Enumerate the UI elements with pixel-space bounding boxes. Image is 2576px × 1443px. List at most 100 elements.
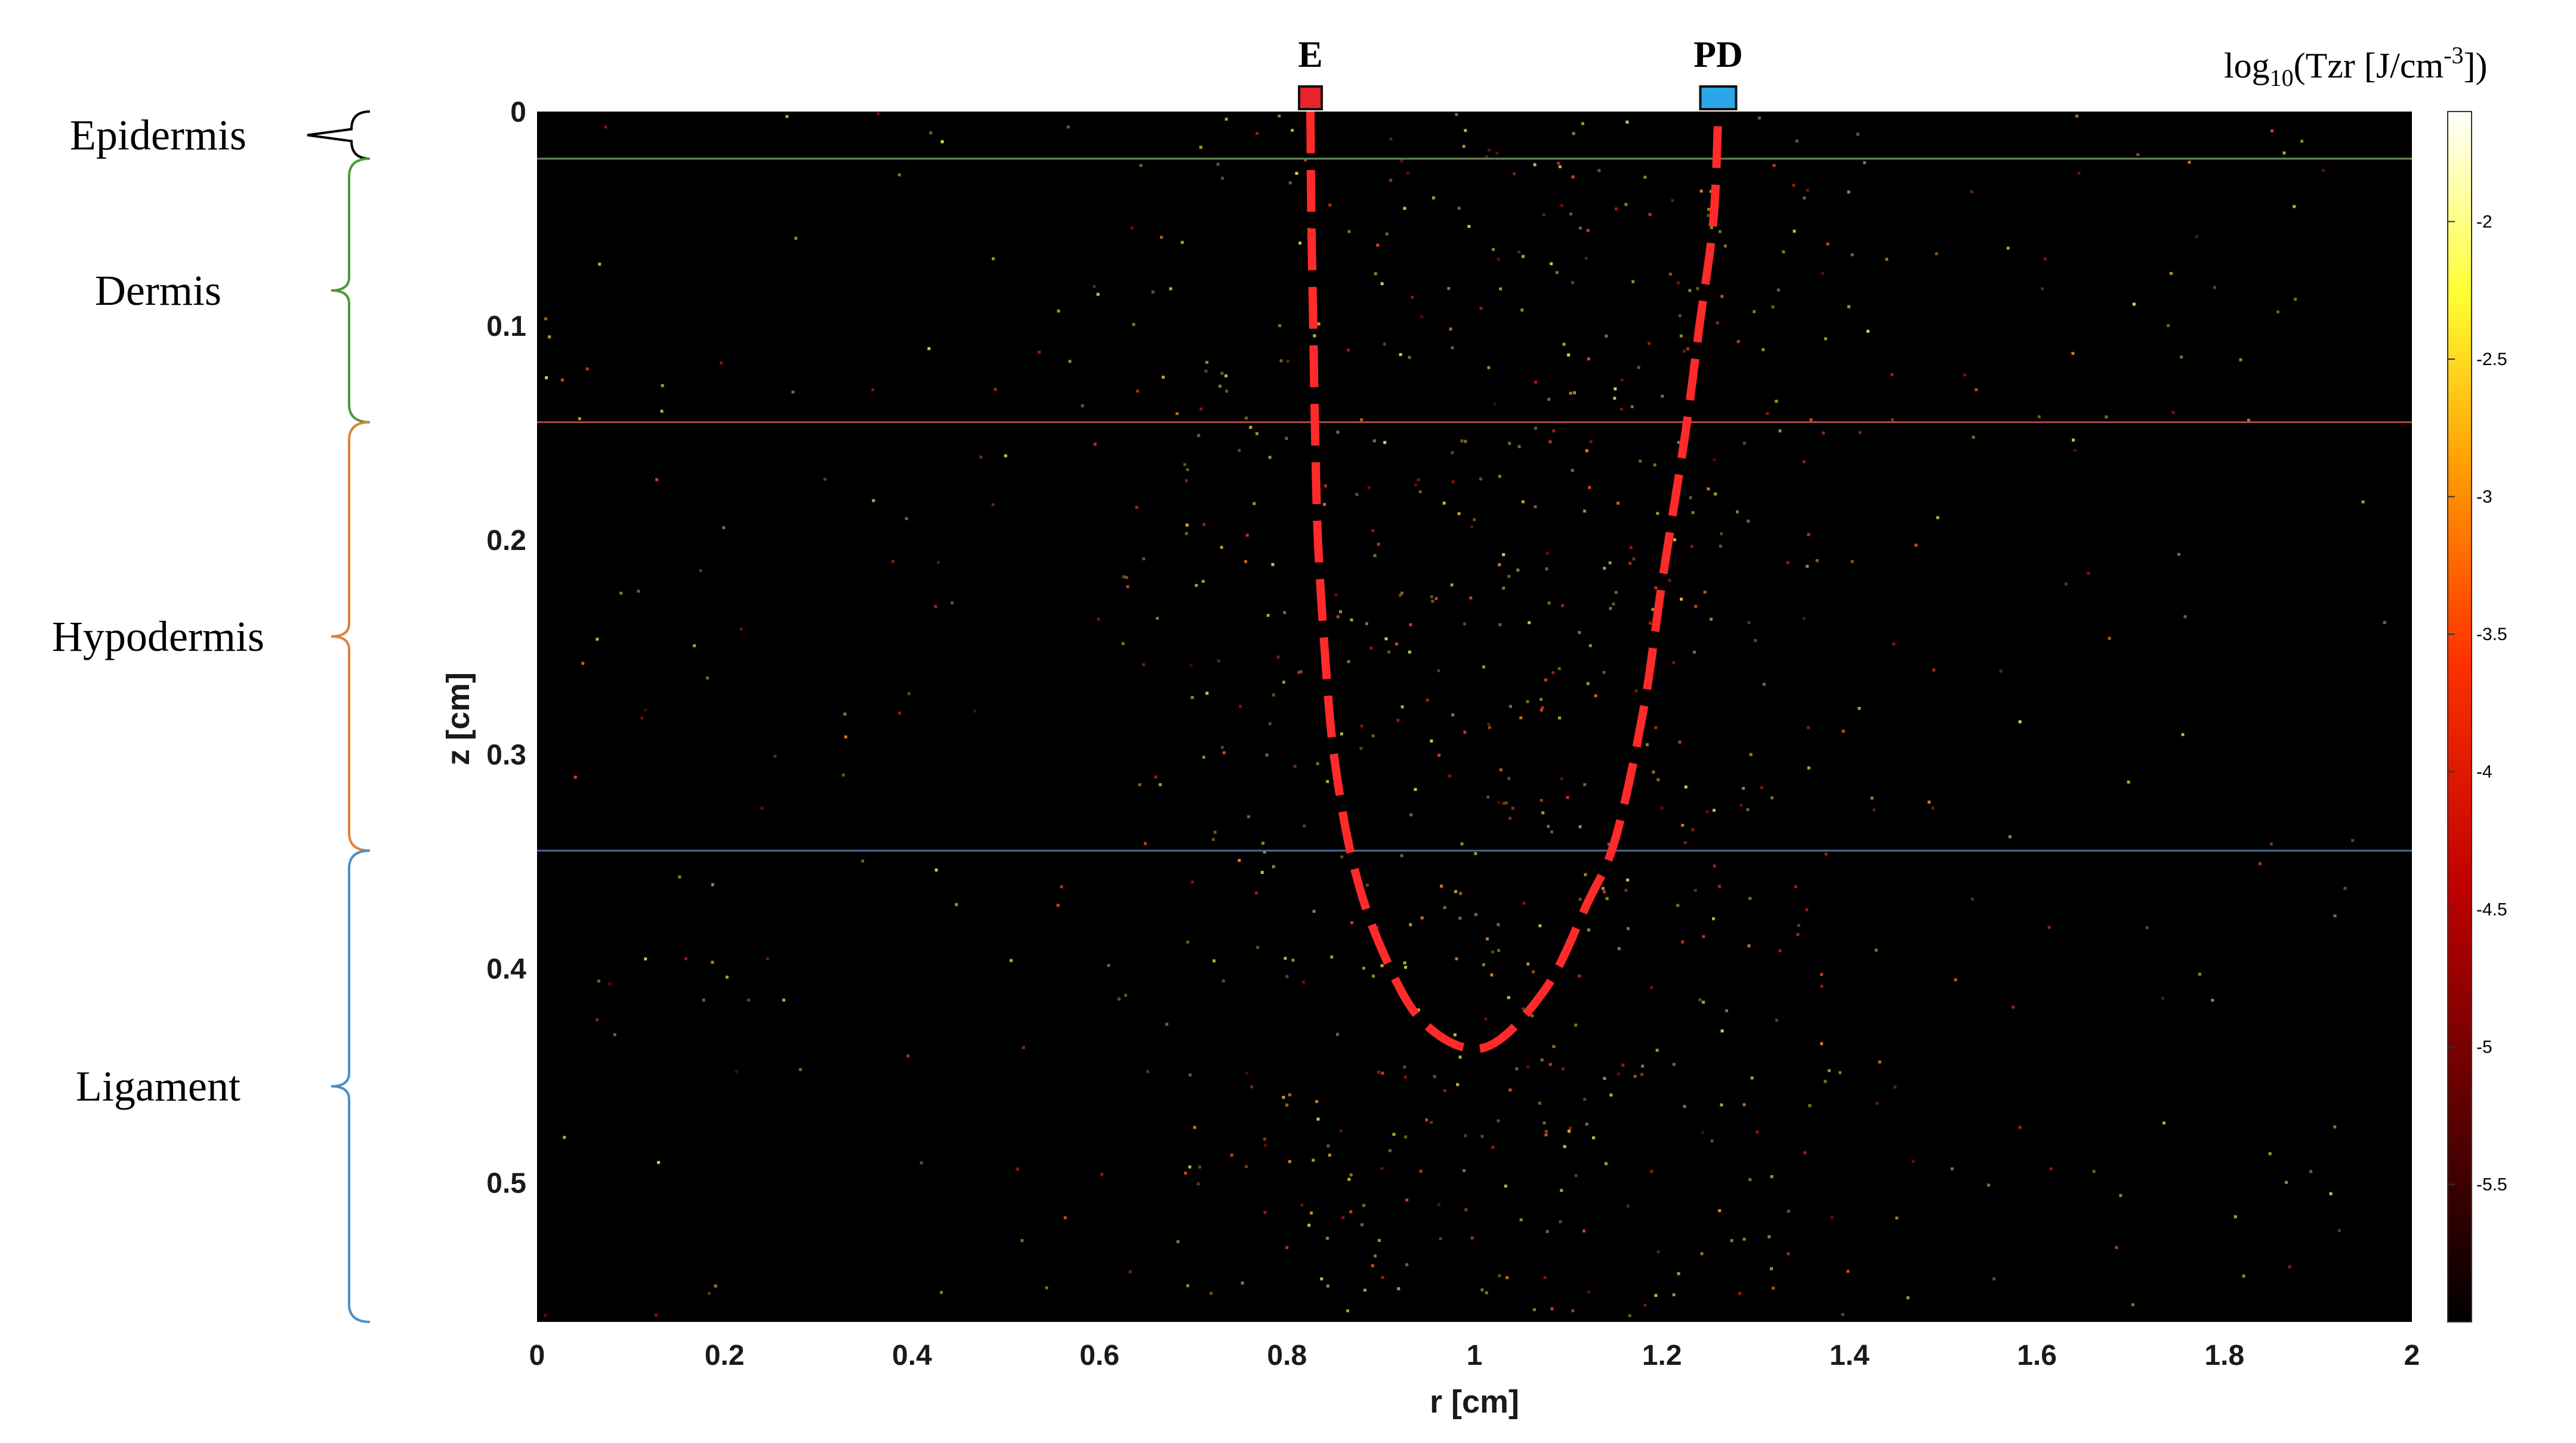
noise-point [1609, 607, 1612, 610]
noise-point [1824, 1080, 1827, 1083]
noise-point [1863, 161, 1867, 165]
noise-point [1060, 885, 1063, 889]
noise-point [1400, 705, 1404, 709]
noise-point [544, 317, 547, 320]
noise-point [1748, 897, 1752, 900]
noise-point [1696, 287, 1699, 291]
colorbar-tick-label: -2.5 [2476, 350, 2507, 369]
noise-point [1519, 716, 1523, 719]
noise-point [1454, 890, 1457, 894]
noise-point [1125, 576, 1128, 579]
noise-point [1911, 1160, 1915, 1163]
noise-point [1698, 998, 1702, 1002]
noise-point [1709, 190, 1713, 193]
noise-point [2233, 1215, 2237, 1219]
noise-point [1362, 1204, 1365, 1207]
noise-point [1648, 342, 1651, 345]
noise-point [1293, 765, 1297, 768]
noise-point [1992, 1277, 1996, 1281]
noise-point [1417, 1008, 1420, 1012]
noise-point [1455, 957, 1458, 960]
noise-point [934, 605, 937, 608]
noise-point [702, 999, 705, 1002]
noise-point [1584, 873, 1587, 876]
noise-point [1513, 172, 1516, 175]
noise-point [1376, 243, 1380, 247]
noise-point [1552, 429, 1556, 432]
colorbar-tick-label: -5.5 [2476, 1175, 2507, 1194]
layer-boundaries [537, 157, 2412, 852]
noise-point [1569, 391, 1572, 395]
noise-point [1365, 883, 1369, 887]
noise-point [1204, 369, 1208, 373]
noise-point [1482, 665, 1485, 669]
noise-point [1470, 1236, 1474, 1240]
noise-point [1447, 287, 1451, 291]
noise-point [1999, 669, 2003, 673]
noise-point [1499, 287, 1503, 291]
colorbar-tick-label: -3.5 [2476, 625, 2507, 644]
noise-point [1754, 639, 1757, 642]
noise-point [1138, 783, 1142, 786]
noise-point [1592, 1136, 1596, 1139]
noise-point [1451, 346, 1454, 350]
noise-point [1408, 650, 1411, 654]
noise-point [711, 960, 714, 964]
noise-point [1563, 1145, 1566, 1148]
noise-point [766, 957, 769, 960]
noise-point [1285, 975, 1289, 978]
noise-point [1389, 178, 1393, 182]
noise-point [1313, 334, 1316, 338]
x-tick-label: 1 [1467, 1340, 1483, 1371]
noise-point [1499, 768, 1503, 771]
noise-point [1963, 373, 1966, 376]
noise-point [1778, 949, 1782, 953]
noise-point [1571, 281, 1574, 285]
noise-point [1403, 206, 1406, 210]
noise-point [1561, 1067, 1565, 1071]
noise-point [1932, 668, 1936, 672]
noise-point [1713, 458, 1716, 462]
noise-point [1693, 650, 1696, 654]
noise-point [1482, 963, 1485, 966]
noise-point [1399, 353, 1402, 356]
noise-point [1464, 1134, 1467, 1138]
noise-point [1220, 546, 1223, 549]
noise-point [1508, 817, 1512, 820]
colorbar-tick-label: -2 [2476, 212, 2492, 231]
noise-point [1681, 940, 1685, 944]
noise-point [1661, 394, 1664, 398]
noise-point [1707, 487, 1710, 491]
noise-point [791, 390, 795, 394]
noise-point [1198, 1165, 1202, 1169]
noise-point [1464, 1208, 1468, 1212]
noise-point [1372, 439, 1376, 443]
noise-point [1255, 132, 1259, 135]
noise-point [1589, 440, 1593, 443]
noise-point [1205, 691, 1209, 695]
noise-point [1702, 1000, 1705, 1004]
noise-point [1485, 937, 1489, 941]
noise-point [1649, 622, 1652, 625]
noise-point [1222, 751, 1226, 755]
noise-point [1330, 955, 1334, 959]
noise-point [1451, 480, 1455, 484]
noise-point [1571, 175, 1575, 179]
noise-point [596, 638, 599, 641]
noise-point [1142, 557, 1146, 561]
noise-point [1569, 1126, 1572, 1130]
noise-point [1409, 623, 1412, 626]
noise-point [578, 417, 581, 421]
colorbar-tick-label: -3 [2476, 487, 2492, 507]
noise-point [1552, 1045, 1556, 1048]
noise-point [1716, 321, 1719, 325]
noise-point [1310, 1211, 1313, 1215]
marker-e-label: E [1298, 35, 1322, 75]
noise-point [1571, 1309, 1575, 1312]
noise-point [1583, 509, 1587, 513]
noise-point [1548, 1062, 1552, 1066]
noise-point [823, 477, 826, 481]
noise-point [1216, 162, 1220, 166]
noise-point [1497, 258, 1500, 261]
